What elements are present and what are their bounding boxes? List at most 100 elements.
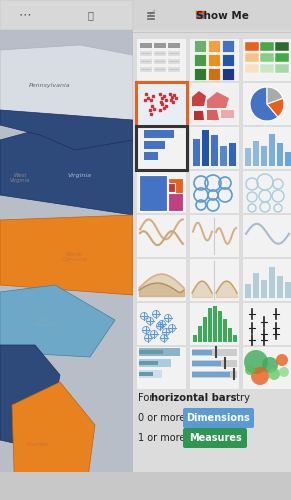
FancyBboxPatch shape [139, 359, 171, 367]
FancyBboxPatch shape [194, 54, 206, 66]
FancyBboxPatch shape [190, 171, 239, 213]
Polygon shape [0, 45, 133, 125]
FancyBboxPatch shape [193, 335, 197, 342]
FancyBboxPatch shape [218, 312, 222, 342]
FancyBboxPatch shape [0, 0, 133, 30]
Polygon shape [0, 110, 133, 150]
FancyBboxPatch shape [139, 370, 162, 378]
Polygon shape [207, 110, 219, 120]
Polygon shape [192, 91, 206, 106]
Text: 1 or more: 1 or more [138, 433, 185, 443]
Circle shape [245, 365, 255, 375]
FancyBboxPatch shape [183, 408, 254, 428]
FancyBboxPatch shape [137, 171, 186, 213]
FancyBboxPatch shape [261, 280, 267, 298]
FancyBboxPatch shape [275, 64, 289, 73]
Circle shape [262, 357, 278, 373]
FancyBboxPatch shape [137, 347, 186, 389]
Circle shape [268, 368, 280, 380]
FancyBboxPatch shape [190, 347, 239, 389]
FancyBboxPatch shape [194, 40, 206, 52]
FancyBboxPatch shape [228, 328, 232, 342]
FancyBboxPatch shape [0, 0, 133, 500]
FancyBboxPatch shape [243, 215, 291, 257]
FancyBboxPatch shape [140, 67, 152, 72]
FancyBboxPatch shape [139, 350, 163, 354]
Polygon shape [221, 110, 234, 118]
FancyBboxPatch shape [275, 53, 289, 62]
FancyBboxPatch shape [190, 83, 239, 125]
FancyBboxPatch shape [233, 335, 237, 342]
FancyBboxPatch shape [190, 259, 239, 301]
FancyBboxPatch shape [285, 282, 291, 298]
FancyBboxPatch shape [139, 348, 180, 356]
FancyBboxPatch shape [192, 372, 230, 377]
FancyBboxPatch shape [275, 42, 289, 51]
FancyBboxPatch shape [243, 171, 291, 213]
FancyBboxPatch shape [192, 361, 221, 366]
FancyBboxPatch shape [144, 152, 158, 160]
FancyBboxPatch shape [208, 40, 220, 52]
FancyBboxPatch shape [190, 303, 239, 345]
Polygon shape [194, 111, 204, 120]
FancyBboxPatch shape [137, 83, 186, 125]
FancyBboxPatch shape [190, 39, 239, 81]
FancyBboxPatch shape [243, 347, 291, 389]
FancyBboxPatch shape [168, 178, 183, 195]
Text: Florida: Florida [27, 442, 49, 448]
FancyBboxPatch shape [139, 175, 167, 211]
FancyBboxPatch shape [222, 68, 234, 80]
Text: 0 or more: 0 or more [138, 413, 185, 423]
Circle shape [279, 367, 289, 377]
FancyBboxPatch shape [137, 303, 186, 345]
FancyBboxPatch shape [193, 139, 200, 166]
FancyBboxPatch shape [245, 64, 259, 73]
FancyBboxPatch shape [137, 215, 186, 257]
Text: North
Carolina: North Carolina [62, 252, 88, 262]
FancyBboxPatch shape [144, 130, 174, 138]
FancyBboxPatch shape [222, 54, 234, 66]
FancyBboxPatch shape [253, 273, 259, 298]
FancyBboxPatch shape [154, 51, 166, 56]
Text: Virginia: Virginia [68, 172, 92, 178]
FancyBboxPatch shape [222, 40, 234, 52]
FancyBboxPatch shape [183, 428, 247, 448]
FancyBboxPatch shape [269, 268, 275, 298]
Text: South
Carolina: South Carolina [34, 316, 56, 328]
Text: 🖥: 🖥 [87, 10, 93, 20]
FancyBboxPatch shape [190, 215, 239, 257]
FancyBboxPatch shape [190, 127, 239, 169]
FancyBboxPatch shape [198, 326, 202, 342]
FancyBboxPatch shape [243, 303, 291, 345]
FancyBboxPatch shape [192, 350, 212, 355]
FancyBboxPatch shape [261, 146, 267, 166]
FancyBboxPatch shape [168, 183, 175, 192]
FancyBboxPatch shape [168, 59, 180, 64]
FancyBboxPatch shape [168, 67, 180, 72]
Text: try: try [233, 393, 250, 403]
Text: Measures: Measures [189, 433, 241, 443]
FancyBboxPatch shape [138, 84, 185, 124]
FancyBboxPatch shape [260, 53, 274, 62]
FancyBboxPatch shape [140, 59, 152, 64]
Polygon shape [0, 125, 133, 215]
FancyBboxPatch shape [191, 84, 238, 124]
FancyBboxPatch shape [277, 276, 283, 298]
FancyBboxPatch shape [137, 259, 186, 301]
FancyBboxPatch shape [243, 127, 291, 169]
FancyBboxPatch shape [223, 318, 227, 342]
FancyBboxPatch shape [245, 148, 251, 166]
Circle shape [251, 367, 269, 385]
FancyBboxPatch shape [220, 146, 227, 166]
FancyBboxPatch shape [243, 259, 291, 301]
Polygon shape [0, 150, 75, 205]
FancyBboxPatch shape [139, 361, 158, 365]
FancyBboxPatch shape [154, 67, 166, 72]
FancyBboxPatch shape [243, 39, 291, 81]
FancyBboxPatch shape [137, 39, 186, 81]
Wedge shape [267, 98, 284, 117]
FancyBboxPatch shape [139, 372, 152, 376]
FancyBboxPatch shape [253, 141, 259, 166]
Text: West
Virginia: West Virginia [10, 172, 30, 184]
Polygon shape [0, 215, 133, 295]
